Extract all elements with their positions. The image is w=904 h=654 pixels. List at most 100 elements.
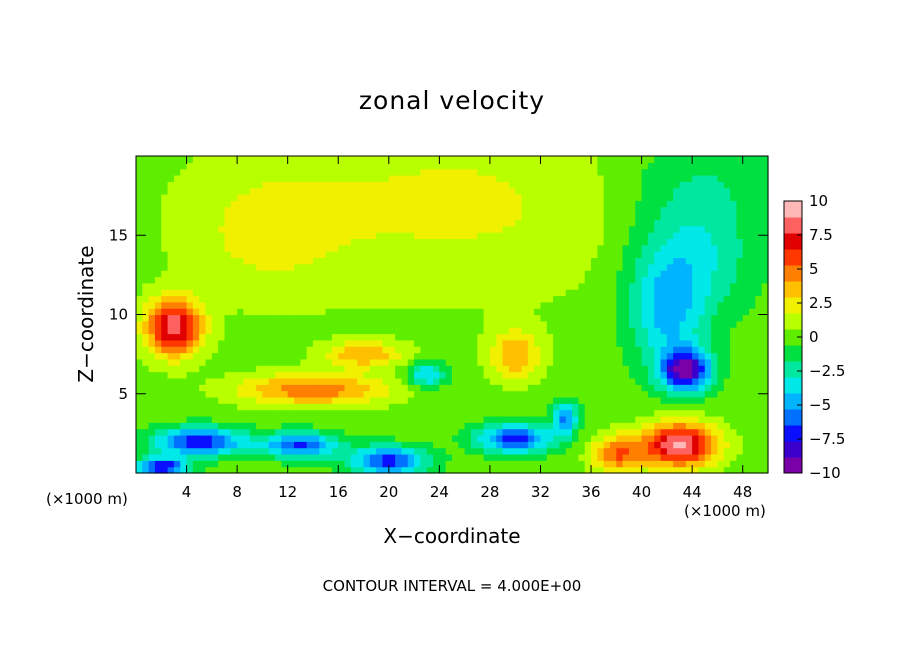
- heatmap-cell: [180, 390, 188, 398]
- heatmap-cell: [136, 428, 143, 436]
- heatmap-cell: [603, 308, 611, 316]
- heatmap-cell: [306, 270, 314, 278]
- heatmap-cell: [711, 422, 719, 430]
- heatmap-cell: [761, 187, 769, 195]
- heatmap-cell: [357, 447, 365, 455]
- heatmap-cell: [331, 257, 339, 265]
- heatmap-cell: [407, 409, 415, 417]
- heatmap-cell: [344, 466, 352, 474]
- heatmap-cell: [559, 377, 567, 385]
- heatmap-cell: [136, 238, 143, 246]
- heatmap-cell: [489, 346, 497, 354]
- heatmap-cell: [161, 168, 169, 176]
- heatmap-cell: [736, 377, 744, 385]
- heatmap-cell: [237, 156, 245, 163]
- heatmap-cell: [426, 428, 434, 436]
- heatmap-cell: [730, 371, 737, 379]
- heatmap-cell: [363, 346, 371, 354]
- heatmap-cell: [616, 282, 624, 290]
- heatmap-cell: [154, 460, 162, 468]
- heatmap-cell: [344, 377, 352, 385]
- heatmap-cell: [502, 447, 510, 455]
- heatmap-cell: [300, 232, 308, 240]
- heatmap-cell: [717, 232, 725, 240]
- heatmap-cell: [300, 314, 308, 322]
- heatmap-cell: [572, 434, 579, 442]
- heatmap-cell: [136, 270, 143, 278]
- heatmap-cell: [603, 390, 611, 398]
- heatmap-cell: [673, 308, 681, 316]
- heatmap-cell: [180, 301, 188, 309]
- heatmap-cell: [458, 377, 466, 385]
- heatmap-cell: [312, 187, 320, 195]
- heatmap-cell: [534, 409, 542, 417]
- heatmap-cell: [540, 434, 548, 442]
- heatmap-cell: [736, 276, 744, 284]
- heatmap-cell: [205, 415, 213, 423]
- heatmap-cell: [167, 232, 175, 240]
- heatmap-cell: [426, 371, 434, 379]
- heatmap-cell: [388, 384, 396, 392]
- heatmap-cell: [578, 238, 586, 246]
- heatmap-cell: [673, 460, 681, 468]
- heatmap-cell: [420, 441, 428, 449]
- heatmap-cell: [294, 194, 301, 201]
- heatmap-cell: [161, 244, 169, 252]
- heatmap-cell: [287, 219, 295, 227]
- heatmap-cell: [287, 263, 295, 271]
- heatmap-cell: [433, 441, 440, 449]
- heatmap-cell: [268, 295, 276, 303]
- heatmap-cell: [635, 365, 643, 373]
- heatmap-cell: [458, 175, 466, 182]
- heatmap-cell: [591, 327, 598, 335]
- heatmap-cell: [218, 194, 226, 201]
- heatmap-cell: [603, 200, 611, 208]
- heatmap-cell: [464, 213, 472, 220]
- heatmap-cell: [515, 251, 523, 259]
- heatmap-cell: [262, 232, 270, 240]
- heatmap-cell: [553, 460, 561, 468]
- heatmap-cell: [211, 270, 219, 278]
- heatmap-cell: [357, 365, 365, 373]
- heatmap-cell: [350, 390, 358, 398]
- heatmap-cell: [464, 263, 472, 271]
- heatmap-cell: [477, 390, 485, 398]
- heatmap-cell: [211, 219, 219, 227]
- heatmap-cell: [300, 213, 308, 220]
- heatmap-cell: [357, 441, 365, 449]
- heatmap-cell: [622, 346, 630, 354]
- heatmap-cell: [325, 181, 333, 189]
- heatmap-cell: [433, 232, 440, 240]
- heatmap-cell: [224, 251, 232, 259]
- heatmap-cell: [521, 276, 529, 284]
- heatmap-cell: [173, 371, 181, 379]
- heatmap-cell: [382, 257, 390, 265]
- heatmap-cell: [262, 460, 270, 468]
- heatmap-cell: [306, 314, 314, 322]
- heatmap-cell: [565, 168, 573, 176]
- heatmap-cell: [388, 251, 396, 259]
- heatmap-cell: [331, 346, 339, 354]
- heatmap-cell: [256, 384, 263, 392]
- heatmap-cell: [294, 301, 301, 309]
- heatmap-cell: [369, 156, 377, 163]
- heatmap-cell: [388, 460, 396, 468]
- heatmap-cell: [742, 168, 750, 176]
- heatmap-cell: [489, 327, 497, 335]
- heatmap-cell: [521, 377, 529, 385]
- heatmap-cell: [388, 175, 396, 182]
- heatmap-cell: [192, 187, 200, 195]
- heatmap-cell: [666, 428, 674, 436]
- heatmap-cell: [136, 301, 143, 309]
- heatmap-cell: [154, 352, 162, 360]
- heatmap-cell: [723, 257, 731, 265]
- heatmap-cell: [167, 282, 175, 290]
- heatmap-cell: [199, 238, 207, 246]
- heatmap-cell: [148, 339, 156, 347]
- heatmap-cell: [584, 301, 592, 309]
- heatmap-cell: [205, 358, 213, 366]
- heatmap-cell: [395, 415, 403, 423]
- heatmap-cell: [262, 346, 270, 354]
- heatmap-cell: [218, 314, 226, 322]
- heatmap-cell: [192, 301, 200, 309]
